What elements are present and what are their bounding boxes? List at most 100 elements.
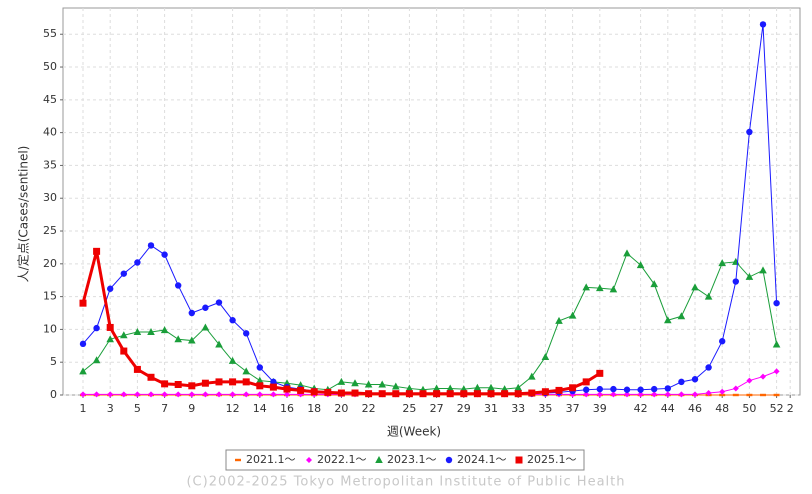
y-tick-label: 40 xyxy=(43,126,57,139)
point xyxy=(541,388,549,396)
footer: (C)2002-2025 Tokyo Metropolitan Institut… xyxy=(186,475,625,490)
point xyxy=(392,382,400,390)
point xyxy=(93,391,100,398)
y-axis-label: 人/定点(Cases/sentinel) xyxy=(16,146,31,283)
point xyxy=(106,335,114,343)
x-tick-label: 48 xyxy=(715,402,729,415)
point xyxy=(528,372,536,380)
series-line xyxy=(82,252,778,391)
point xyxy=(514,383,522,391)
point xyxy=(664,385,671,392)
point xyxy=(79,340,87,348)
point xyxy=(473,390,481,398)
point xyxy=(677,312,686,320)
x-tick-label: 35 xyxy=(538,402,552,415)
y-tick-label: 20 xyxy=(43,257,57,270)
point xyxy=(610,385,617,393)
x-tick-label: 7 xyxy=(161,402,168,415)
point xyxy=(718,259,726,267)
point xyxy=(760,373,766,380)
point xyxy=(269,383,277,391)
point xyxy=(133,328,142,336)
point xyxy=(433,390,441,398)
point xyxy=(161,391,168,398)
point xyxy=(242,378,250,386)
point xyxy=(243,391,250,398)
x-tick-label: 2 xyxy=(787,402,794,415)
point xyxy=(487,390,495,398)
point xyxy=(773,299,780,307)
point xyxy=(624,391,630,398)
point xyxy=(79,367,87,375)
point xyxy=(596,391,603,398)
point xyxy=(188,336,196,344)
point xyxy=(773,393,780,397)
x-axis-label: 週(Week) xyxy=(387,425,441,439)
point xyxy=(596,369,604,377)
plot-area xyxy=(62,7,801,396)
point xyxy=(283,379,291,387)
point xyxy=(229,391,236,398)
legend-label: 2023.1～ xyxy=(387,453,437,466)
x-tick-label: 27 xyxy=(430,402,444,415)
point xyxy=(759,266,767,274)
point xyxy=(555,316,563,324)
point xyxy=(160,326,169,334)
x-tick-label: 33 xyxy=(511,402,525,415)
point xyxy=(175,282,182,289)
point xyxy=(296,381,305,389)
point xyxy=(202,304,209,311)
point xyxy=(760,393,766,397)
x-tick-label: 46 xyxy=(688,402,702,415)
y-tick-label: 30 xyxy=(43,191,57,204)
y-tick-label: 5 xyxy=(50,355,57,368)
x-tick-label: 14 xyxy=(253,402,267,415)
x-tick-label: 44 xyxy=(661,402,675,415)
point xyxy=(79,299,87,307)
point xyxy=(80,391,86,398)
point xyxy=(215,378,223,386)
point xyxy=(732,393,739,397)
point xyxy=(92,356,101,364)
point xyxy=(719,393,726,397)
point xyxy=(216,391,222,398)
x-tick-label: 3 xyxy=(107,402,114,415)
point xyxy=(256,382,264,390)
x-tick-label: 52 xyxy=(770,402,784,415)
point xyxy=(174,381,182,389)
x-tick-label: 50 xyxy=(742,402,756,415)
point xyxy=(610,391,617,398)
point xyxy=(365,390,373,398)
point xyxy=(773,368,780,375)
point xyxy=(651,391,658,398)
y-tick-label: 45 xyxy=(43,93,57,106)
point xyxy=(650,280,658,288)
point xyxy=(392,390,400,398)
point xyxy=(188,391,195,398)
point xyxy=(243,330,250,337)
point xyxy=(256,376,264,384)
point xyxy=(623,386,631,393)
point xyxy=(120,270,128,277)
point xyxy=(147,373,155,381)
y-tick-label: 10 xyxy=(43,322,57,335)
legend-label: 2025.1～ xyxy=(527,453,577,466)
point xyxy=(732,385,739,392)
point xyxy=(691,376,699,383)
point xyxy=(284,391,290,398)
point xyxy=(596,385,603,393)
point xyxy=(583,386,590,393)
point xyxy=(460,390,468,398)
x-tick-label: 22 xyxy=(362,402,376,415)
point xyxy=(229,378,237,386)
point xyxy=(93,247,101,255)
point xyxy=(147,328,155,336)
point xyxy=(541,352,550,360)
point xyxy=(719,388,726,395)
point xyxy=(705,390,712,397)
x-tick-label: 5 xyxy=(134,402,141,415)
point xyxy=(270,391,277,398)
point xyxy=(487,383,495,391)
x-tick-label: 20 xyxy=(334,402,348,415)
x-tick-label: 29 xyxy=(457,402,471,415)
